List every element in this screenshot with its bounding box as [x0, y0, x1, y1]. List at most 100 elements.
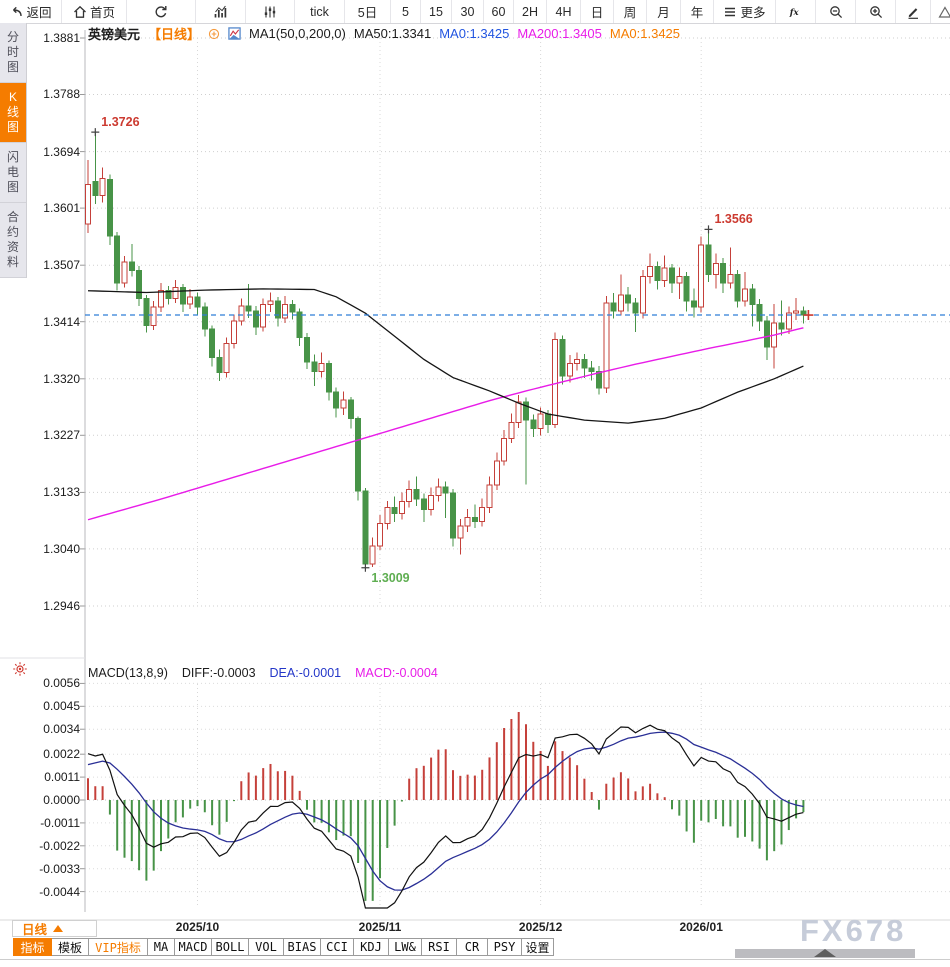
- macd-axis-label: 0.0011: [44, 770, 80, 785]
- tab-vol[interactable]: VOL: [248, 938, 284, 956]
- ma-settings-label: MA1(50,0,200,0): [249, 26, 346, 41]
- menu-icon: [723, 5, 737, 19]
- toolbar-item-tick[interactable]: tick: [295, 0, 345, 23]
- toolbar-item-draw[interactable]: [896, 0, 931, 23]
- tab-template[interactable]: 模板: [51, 938, 89, 956]
- x-axis-label: 2025/10: [175, 920, 220, 934]
- back-icon: [9, 5, 23, 19]
- macd-header: MACD(13,8,9) DIFF:-0.0003 DEA:-0.0001 MA…: [88, 666, 438, 680]
- price-axis-label: 1.3040: [43, 541, 80, 556]
- price-axis-label: 1.3601: [43, 201, 80, 216]
- tab-cr[interactable]: CR: [456, 938, 488, 956]
- bottom-divider: [0, 959, 950, 960]
- toolbar-item-min60[interactable]: 60: [484, 0, 514, 23]
- price-axis-label: 1.3694: [43, 144, 80, 159]
- macd-axis-label: -0.0022: [39, 838, 80, 853]
- svg-text:fx: fx: [789, 8, 799, 18]
- toolbar-item-label: 5: [402, 4, 409, 19]
- toolbar-item-5d[interactable]: 5日: [345, 0, 391, 23]
- tab-boll[interactable]: BOLL: [211, 938, 249, 956]
- annotation-swing-high-sep: 1.3726: [101, 115, 140, 130]
- triangle-icon: [937, 5, 950, 19]
- toolbar-item-min30[interactable]: 30: [452, 0, 484, 23]
- toolbar-item-h2[interactable]: 2H: [514, 0, 547, 23]
- tab-psy[interactable]: PSY: [487, 938, 522, 956]
- tab-indicator[interactable]: 指标: [13, 938, 52, 956]
- toolbar-item-volume-sliders[interactable]: [246, 0, 295, 23]
- top-toolbar: 返回 首页 tick 5日 5 15 30 60 2H 4H 日 周 月 年 更多 fx: [0, 0, 950, 24]
- toolbar-item-home[interactable]: 首页: [62, 0, 127, 23]
- macd-diff-line: [87, 724, 804, 909]
- toolbar-item-label: 年: [690, 6, 704, 20]
- toolbar-item-zoom-in[interactable]: [856, 0, 896, 23]
- toolbar-item-refresh[interactable]: [127, 0, 196, 23]
- sidebar-tab-contract-info[interactable]: 合约资料: [0, 203, 26, 278]
- macd-macd-value: MACD:-0.0004: [355, 666, 438, 680]
- home-icon: [73, 5, 87, 19]
- macd-axis-label: 0.0056: [43, 676, 80, 691]
- annotation-swing-high-jan: 1.3566: [714, 212, 753, 227]
- toolbar-item-label: 日: [590, 6, 604, 20]
- annotation-swing-low-nov: 1.3009: [371, 570, 410, 585]
- toolbar-item-label: 首页: [89, 6, 115, 20]
- indicator-tab-bar: 指标 模板 VIP指标 MA MACD BOLL VOL BIAS CCI KDJ LW& RSI CR…: [13, 938, 554, 956]
- toolbar-item-bar-chart[interactable]: [196, 0, 246, 23]
- tab-macd[interactable]: MACD: [174, 938, 212, 956]
- symbol-name: 英镑美元: [88, 27, 141, 42]
- toolbar-item-zoom-out[interactable]: [816, 0, 856, 23]
- add-indicator-icon[interactable]: [208, 28, 220, 40]
- tab-cci[interactable]: CCI: [320, 938, 354, 956]
- indicator-settings-icon[interactable]: [12, 661, 28, 682]
- tab-vip-indicator[interactable]: VIP指标: [88, 938, 148, 956]
- bars-icon: [214, 5, 228, 19]
- toolbar-item-day[interactable]: 日: [581, 0, 614, 23]
- ma0-orange-value: MA0:1.3425: [609, 26, 681, 41]
- macd-dea-value: DEA:-0.0001: [269, 666, 342, 680]
- toolbar-item-formula[interactable]: fx: [776, 0, 816, 23]
- tab-settings[interactable]: 设置: [521, 938, 554, 956]
- price-axis-label: 1.3227: [43, 428, 80, 443]
- toolbar-item-min15[interactable]: 15: [421, 0, 452, 23]
- toolbar-item-h4[interactable]: 4H: [547, 0, 581, 23]
- macd-axis-label: 0.0000: [43, 793, 80, 807]
- tab-lw[interactable]: LW&: [388, 938, 422, 956]
- fx-icon: fx: [789, 5, 803, 19]
- watermark: FX678: [800, 913, 907, 948]
- tab-bias[interactable]: BIAS: [283, 938, 321, 956]
- toolbar-item-label: 15: [429, 4, 443, 19]
- toolbar-item-more[interactable]: 更多: [714, 0, 776, 23]
- toolbar-item-month[interactable]: 月: [647, 0, 681, 23]
- macd-axis-label: -0.0044: [39, 884, 80, 899]
- toolbar-item-label: 返回: [26, 6, 52, 20]
- toolbar-item-label: 月: [657, 6, 670, 20]
- ma0-blue-value: MA0:1.3425: [439, 26, 510, 41]
- toolbar-item-label: 4H: [555, 4, 572, 19]
- symbol-header: 英镑美元 【日线】 MA1(50,0,200,0) MA50:1.3341 MA…: [88, 24, 680, 43]
- period-label: 【日线】: [148, 27, 201, 42]
- toolbar-item-week[interactable]: 周: [614, 0, 647, 23]
- sidebar-tab-lightning-chart[interactable]: 闪电图: [0, 143, 26, 203]
- price-axis-label: 1.3881: [43, 31, 80, 45]
- sidebar-tab-time-share-chart[interactable]: 分时图: [0, 23, 26, 83]
- ma50-line: [87, 288, 804, 424]
- toolbar-item-triangle-tool[interactable]: [931, 0, 950, 23]
- price-axis-label: 1.3788: [43, 87, 80, 102]
- price-axis-label: 1.3133: [43, 485, 80, 500]
- toolbar-item-back[interactable]: 返回: [0, 0, 62, 23]
- toolbar-item-year[interactable]: 年: [681, 0, 714, 23]
- scrollbar-grip-icon[interactable]: [814, 949, 836, 957]
- ma-indicator-icon[interactable]: [228, 27, 241, 40]
- toolbar-item-min5[interactable]: 5: [391, 0, 421, 23]
- macd-axis-label: 0.0034: [43, 722, 80, 737]
- tab-rsi[interactable]: RSI: [421, 938, 457, 956]
- tab-ma[interactable]: MA: [147, 938, 175, 956]
- tab-kdj[interactable]: KDJ: [353, 938, 389, 956]
- macd-dea-line: [87, 731, 804, 891]
- toolbar-item-label: 2H: [522, 4, 538, 19]
- toolbar-item-label: 30: [460, 4, 475, 19]
- period-selector[interactable]: 日线: [12, 920, 97, 937]
